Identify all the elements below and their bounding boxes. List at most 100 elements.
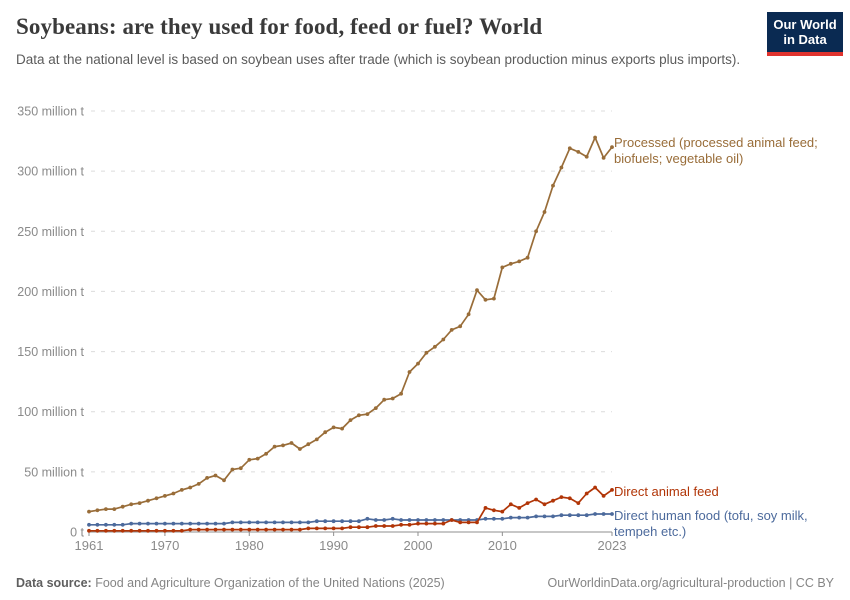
y-tick-label: 250 million t: [17, 225, 84, 239]
data-point-marker: [213, 473, 218, 478]
data-point-marker: [222, 478, 226, 483]
data-point-marker: [441, 521, 446, 526]
x-tick-label: 1970: [150, 538, 179, 553]
data-point-marker: [146, 521, 150, 526]
data-point-marker: [416, 521, 420, 526]
data-point-marker: [95, 528, 100, 533]
data-point-marker: [298, 527, 302, 532]
data-point-marker: [230, 467, 235, 472]
data-point-marker: [525, 515, 530, 520]
data-point-marker: [559, 513, 564, 518]
series-label-processed-line1: Processed (processed animal feed;: [614, 135, 818, 150]
data-point-marker: [281, 443, 285, 448]
data-point-marker: [348, 519, 353, 524]
data-point-marker: [154, 496, 159, 501]
data-point-marker: [222, 527, 226, 532]
x-tick-label: 1980: [235, 538, 264, 553]
data-point-marker: [534, 497, 538, 502]
data-point-marker: [576, 150, 581, 154]
data-point-marker: [407, 522, 412, 527]
data-point-marker: [551, 183, 555, 188]
data-point-marker: [500, 516, 505, 521]
data-point-marker: [289, 441, 294, 445]
data-point-marker: [610, 512, 614, 516]
data-point-marker: [576, 501, 581, 505]
data-point-marker: [314, 526, 319, 531]
data-point-marker: [314, 437, 319, 442]
data-point-marker: [365, 516, 370, 521]
data-point-marker: [120, 522, 125, 527]
data-point-marker: [433, 521, 437, 526]
y-tick-label: 200 million t: [17, 285, 84, 299]
data-point-marker: [95, 508, 100, 513]
data-point-marker: [610, 145, 614, 150]
data-point-marker: [407, 370, 412, 374]
data-point-marker: [373, 406, 378, 410]
data-point-marker: [230, 527, 235, 532]
data-point-marker: [483, 297, 488, 302]
data-point-marker: [500, 509, 505, 514]
data-point-marker: [163, 521, 167, 526]
owid-logo[interactable]: Our World in Data: [767, 12, 843, 56]
y-tick-label: 100 million t: [17, 405, 84, 419]
data-point-marker: [340, 526, 344, 531]
data-point-marker: [264, 451, 268, 456]
data-point-marker: [238, 520, 243, 525]
data-source-label: Data source:: [16, 576, 92, 590]
data-source-text: Food and Agriculture Organization of the…: [91, 576, 445, 590]
data-point-marker: [576, 513, 581, 518]
data-point-marker: [323, 526, 328, 531]
data-point-marker: [129, 502, 134, 507]
data-point-marker: [500, 265, 505, 270]
data-point-marker: [255, 456, 260, 461]
data-point-marker: [188, 521, 193, 526]
data-point-marker: [559, 165, 564, 170]
data-point-marker: [508, 502, 513, 507]
data-point-marker: [348, 418, 353, 422]
data-point-marker: [272, 527, 277, 532]
data-source: Data source: Food and Agriculture Organi…: [16, 576, 445, 590]
data-point-marker: [306, 526, 311, 531]
data-point-marker: [610, 488, 614, 492]
data-point-marker: [373, 518, 378, 522]
data-point-marker: [298, 520, 302, 525]
y-tick-label: 150 million t: [17, 345, 84, 359]
data-point-marker: [534, 229, 538, 234]
data-point-marker: [542, 514, 547, 519]
x-tick-label: 2023: [598, 538, 627, 553]
data-point-marker: [390, 524, 395, 528]
data-point-marker: [475, 520, 479, 525]
data-point-marker: [87, 509, 91, 514]
data-point-marker: [129, 521, 134, 526]
data-point-marker: [120, 528, 125, 533]
credit-link[interactable]: OurWorldinData.org/agricultural-producti…: [547, 576, 834, 590]
data-point-marker: [323, 519, 328, 524]
data-point-marker: [289, 527, 294, 532]
data-point-marker: [593, 135, 597, 140]
data-point-marker: [137, 528, 142, 533]
data-point-marker: [593, 485, 597, 490]
data-point-marker: [112, 507, 117, 511]
series-label-animal-feed: Direct animal feed: [614, 484, 719, 499]
data-point-marker: [238, 466, 243, 471]
x-tick-label: 1961: [75, 538, 104, 553]
data-point-marker: [399, 391, 403, 396]
data-point-marker: [281, 520, 285, 525]
x-tick-label: 2010: [488, 538, 517, 553]
data-point-marker: [205, 476, 210, 480]
data-point-marker: [213, 527, 218, 532]
data-point-marker: [458, 520, 463, 525]
data-point-marker: [399, 518, 403, 522]
data-point-marker: [466, 520, 471, 525]
data-point-marker: [298, 447, 302, 451]
data-point-marker: [171, 528, 176, 533]
data-point-marker: [551, 498, 555, 503]
series-label-processed: Processed (processed animal feed; biofue…: [614, 135, 829, 166]
data-point-marker: [357, 519, 361, 524]
data-point-marker: [601, 494, 606, 498]
data-point-marker: [154, 521, 159, 526]
data-point-marker: [559, 495, 564, 499]
owid-logo-line1: Our World: [773, 17, 837, 32]
data-point-marker: [365, 412, 370, 416]
data-point-marker: [340, 426, 344, 431]
